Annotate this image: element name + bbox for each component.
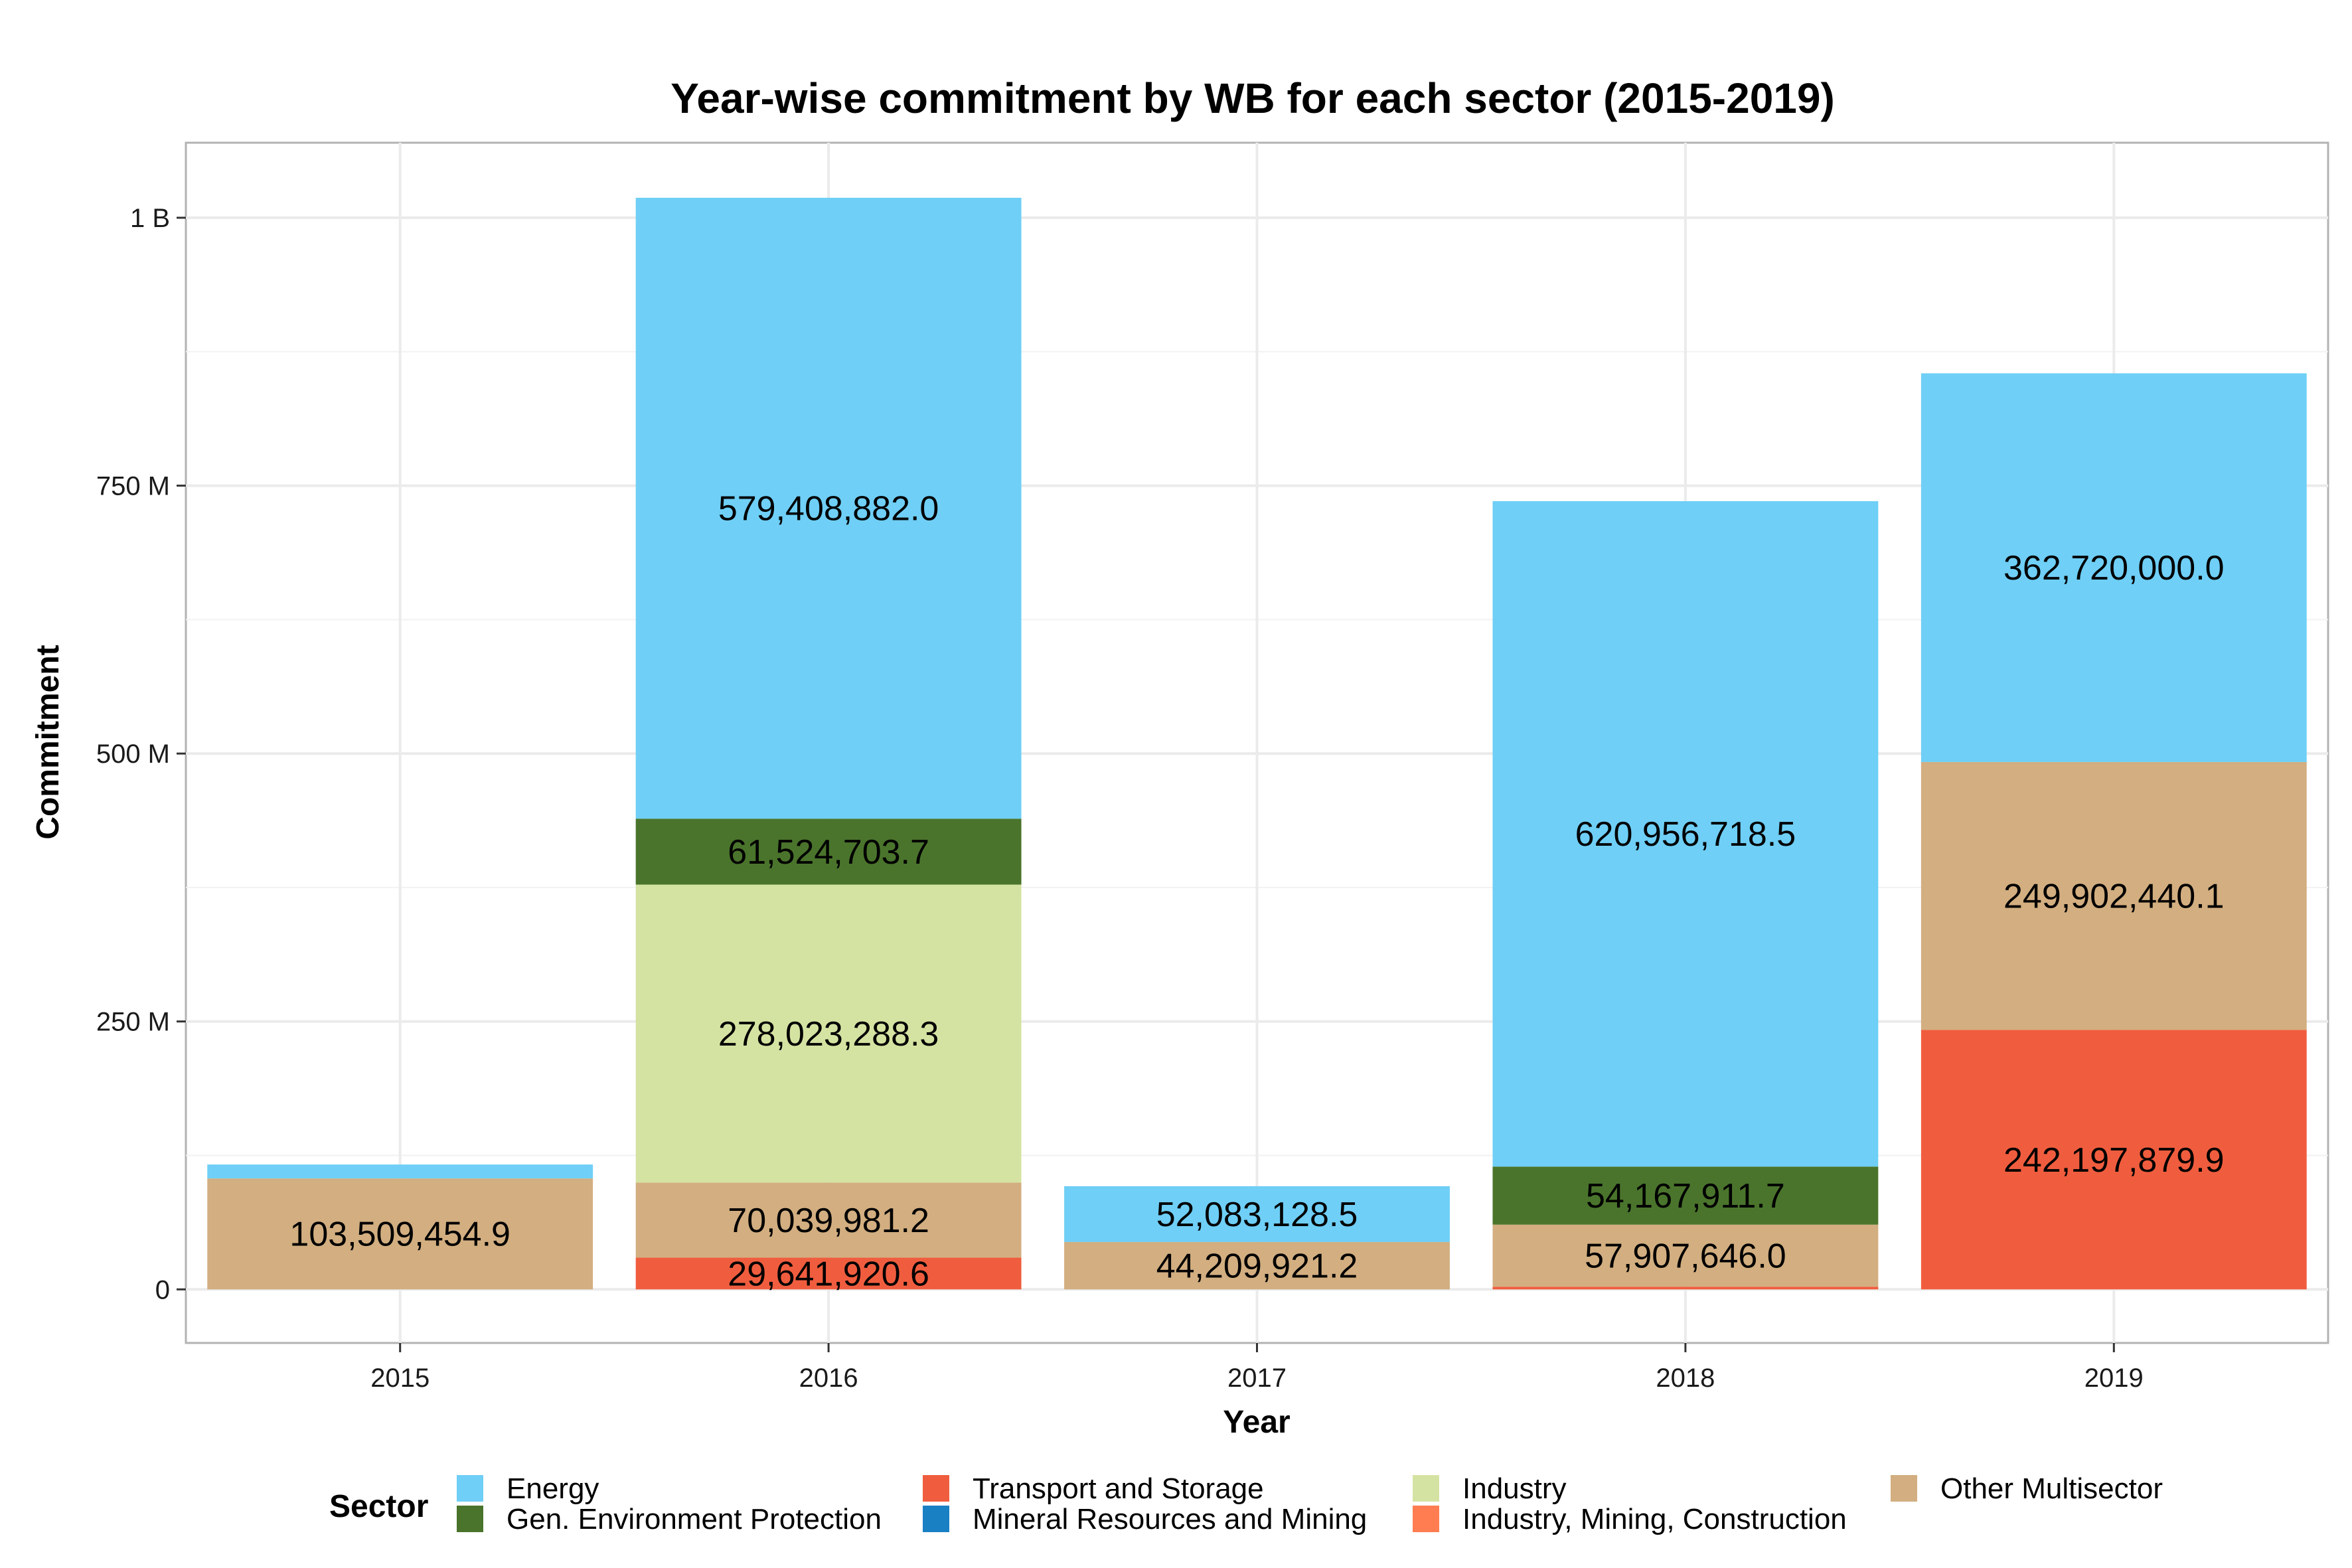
bar-label-2019-transport-and-storage: 242,197,879.9 (2003, 1141, 2225, 1180)
bar-label-2018-gen-environment-protection: 54,167,911.7 (1586, 1177, 1785, 1215)
legend-key-other-multisector (1891, 1475, 1917, 1502)
legend-label-gen-environment-protection: Gen. Environment Protection (507, 1503, 882, 1535)
chart-title: Year-wise commitment by WB for each sect… (670, 74, 1835, 122)
bars (207, 197, 2307, 1290)
bar-2016-other-multisector (635, 1182, 1022, 1258)
x-axis-title: Year (1223, 1405, 1290, 1440)
legend-key-gen-environment-protection (457, 1506, 483, 1532)
bar-2016-industry (635, 884, 1022, 1183)
bar-label-2019-energy: 362,720,000.0 (2003, 549, 2225, 588)
legend-key-mineral-resources-and-mining (923, 1506, 949, 1532)
bar-2018-gen-environment-protection (1492, 1166, 1879, 1225)
legend-label-industry: Industry (1462, 1472, 1567, 1505)
bar-2019-other-multisector (1921, 761, 2307, 1030)
bar-2016-transport-and-storage (635, 1257, 1022, 1290)
bar-label-2015-other-multisector: 103,509,454.9 (289, 1215, 510, 1254)
bar-2016-gen-environment-protection (635, 819, 1022, 885)
bar-label-2016-gen-environment-protection: 61,524,703.7 (728, 833, 929, 872)
bar-label-2017-energy: 52,083,128.5 (1156, 1196, 1358, 1234)
bar-labels: 103,509,454.9 29,641,920.6 70,039,981.2 278… (289, 490, 2224, 1294)
bar-2018-other-multisector (1492, 1224, 1879, 1287)
bar-label-2019-other-multisector: 249,902,440.1 (2003, 878, 2225, 916)
legend-key-transport-and-storage (923, 1475, 949, 1502)
bar-2016-energy (635, 197, 1022, 819)
bar-label-2016-other-multisector: 70,039,981.2 (728, 1202, 929, 1240)
x-tick-label: 2017 (1227, 1364, 1287, 1393)
bar-2018-energy (1492, 501, 1879, 1167)
bar-2017-energy (1064, 1186, 1450, 1242)
y-tick-label: 250 M (96, 1008, 170, 1037)
x-tick-label: 2019 (2084, 1364, 2144, 1393)
bar-label-2016-energy: 579,408,882.0 (718, 490, 939, 528)
bar-2015-energy (207, 1164, 593, 1179)
bar-label-2016-industry: 278,023,288.3 (718, 1015, 939, 1054)
legend-title: Sector (329, 1489, 428, 1524)
y-tick-label: 750 M (96, 472, 170, 501)
y-tick-label: 500 M (96, 740, 170, 769)
bar-label-2018-energy: 620,956,718.5 (1575, 815, 1796, 854)
bar-2017-other-multisector (1064, 1241, 1450, 1290)
y-tick-label: 0 (155, 1275, 170, 1304)
legend-key-industry-mining-construction (1413, 1506, 1439, 1532)
legend-label-transport-and-storage: Transport and Storage (973, 1472, 1264, 1505)
legend-label-industry-mining-construction: Industry, Mining, Construction (1462, 1503, 1847, 1535)
bar-label-2016-transport-and-storage: 29,641,920.6 (728, 1255, 929, 1293)
legend-key-energy (457, 1475, 483, 1502)
x-tick-label: 2015 (370, 1364, 430, 1393)
legend-key-industry (1413, 1475, 1439, 1502)
y-axis-title: Commitment (31, 645, 66, 839)
y-tick-label: 1 B (130, 204, 170, 233)
bar-label-2017-other-multisector: 44,209,921.2 (1156, 1247, 1358, 1286)
bar-label-2018-other-multisector: 57,907,646.0 (1585, 1237, 1786, 1276)
bar-2019-transport-and-storage (1921, 1030, 2307, 1290)
bar-2018-transport-and-storage (1492, 1287, 1879, 1290)
legend-label-mineral-resources-and-mining: Mineral Resources and Mining (973, 1503, 1367, 1535)
x-tick-label: 2016 (799, 1364, 858, 1393)
legend-label-other-multisector: Other Multisector (1940, 1472, 2163, 1505)
x-tick-label: 2018 (1656, 1364, 1715, 1393)
bar-2019-energy (1921, 373, 2307, 762)
axes: 0 250 M 500 M 750 M 1 B 2015 2016 2017 2018 2019 (96, 204, 2144, 1393)
legend-label-energy: Energy (507, 1472, 599, 1505)
bar-2015-other-multisector (207, 1178, 593, 1290)
